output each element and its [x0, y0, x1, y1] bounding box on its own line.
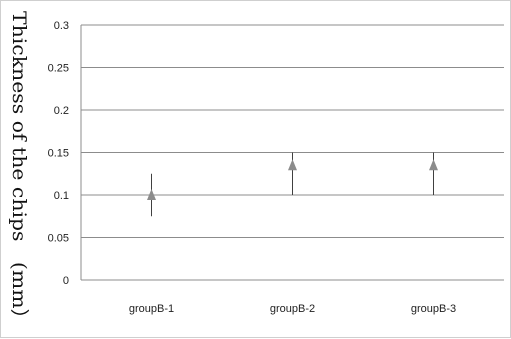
gridlines — [81, 24, 504, 238]
data-point-marker — [429, 159, 438, 171]
y-tick-label: 0.1 — [54, 190, 69, 202]
x-tick-labels: groupB-1 groupB-2 groupB-3 — [129, 303, 456, 315]
data-point-marker — [288, 159, 297, 171]
x-tick-label: groupB-1 — [129, 303, 174, 315]
y-tick-label: 0.2 — [54, 105, 69, 117]
data-point-marker — [147, 189, 156, 200]
y-tick-label: 0 — [63, 275, 69, 287]
y-tick-label: 0.05 — [48, 233, 69, 245]
y-tick-label: 0.25 — [48, 63, 69, 75]
y-tick-labels: 0 0.05 0.1 0.15 0.2 0.25 0.3 — [48, 20, 69, 287]
markers — [147, 159, 438, 200]
y-axis-label: Thickness of the chips (mm） — [8, 11, 30, 329]
axes — [80, 25, 504, 281]
y-tick-label: 0.15 — [48, 148, 69, 160]
y-tick-label: 0.3 — [54, 20, 69, 32]
x-tick-label: groupB-2 — [270, 303, 315, 315]
x-tick-label: groupB-3 — [411, 303, 456, 315]
